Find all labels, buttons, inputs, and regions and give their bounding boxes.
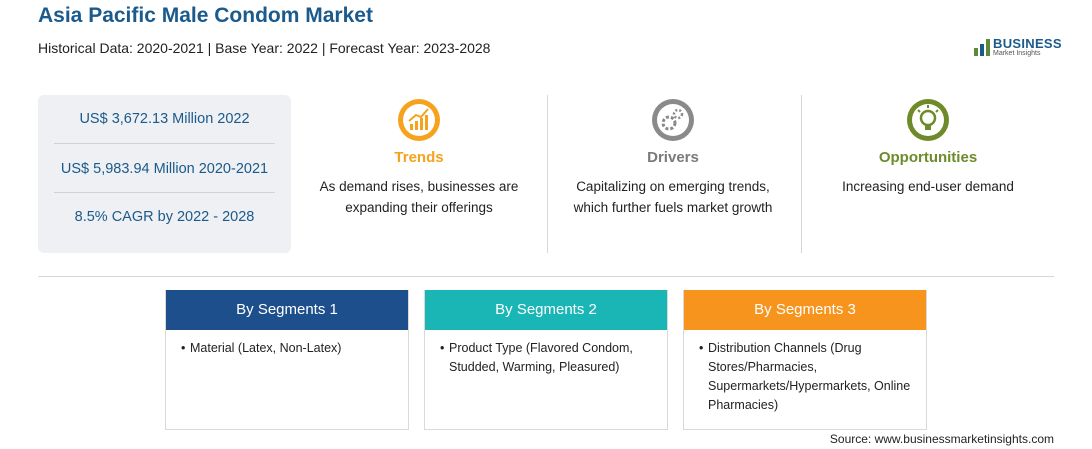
segment: By Segments 3 Distribution Channels (Dru… (683, 290, 927, 430)
subtitle: Historical Data: 2020-2021 | Base Year: … (38, 40, 491, 56)
insight-label: Trends (394, 149, 444, 166)
opportunities-icon (907, 99, 949, 141)
logo-icon (974, 39, 990, 56)
separator (54, 192, 275, 193)
segment-item: Product Type (Flavored Condom, Studded, … (425, 330, 667, 377)
insight-label: Opportunities (878, 149, 978, 166)
stat: US$ 3,672.13 Million 2022 (79, 111, 250, 127)
segment-title: By Segments 3 (684, 290, 926, 330)
divider (801, 95, 802, 253)
segment: By Segments 2 Product Type (Flavored Con… (424, 290, 668, 430)
source: Source: www.businessmarketinsights.com (829, 432, 1054, 446)
insight-text: Increasing end-user demand (842, 179, 1014, 194)
insight: Drivers Capitalizing on emerging trends,… (553, 95, 793, 218)
segment-title: By Segments 2 (425, 290, 667, 330)
divider (38, 276, 1054, 277)
insight-text: As demand rises, businesses are expandin… (319, 179, 519, 215)
segment: By Segments 1 Material (Latex, Non-Latex… (165, 290, 409, 430)
title: Asia Pacific Male Condom Market (38, 4, 373, 27)
segment-title: By Segments 1 (166, 290, 408, 330)
insight-label: Drivers (647, 149, 699, 166)
stat: US$ 5,983.94 Million 2020-2021 (60, 161, 269, 177)
insight: Trends As demand rises, businesses are e… (299, 95, 539, 218)
segment-item: Material (Latex, Non-Latex) (166, 330, 408, 358)
divider (547, 95, 548, 253)
drivers-icon (652, 99, 694, 141)
trends-icon (398, 99, 440, 141)
segment-item: Distribution Channels (Drug Stores/Pharm… (684, 330, 926, 415)
stats-box: US$ 3,672.13 Million 2022 US$ 5,983.94 M… (38, 95, 291, 253)
separator (54, 143, 275, 144)
logo-name: BUSINESS (993, 36, 1062, 51)
stat: 8.5% CAGR by 2022 - 2028 (74, 209, 255, 225)
logo-tagline: Market Insights (993, 50, 1041, 57)
insight-text: Capitalizing on emerging trends, which f… (573, 179, 773, 215)
insight: Opportunities Increasing end-user demand (808, 95, 1048, 197)
